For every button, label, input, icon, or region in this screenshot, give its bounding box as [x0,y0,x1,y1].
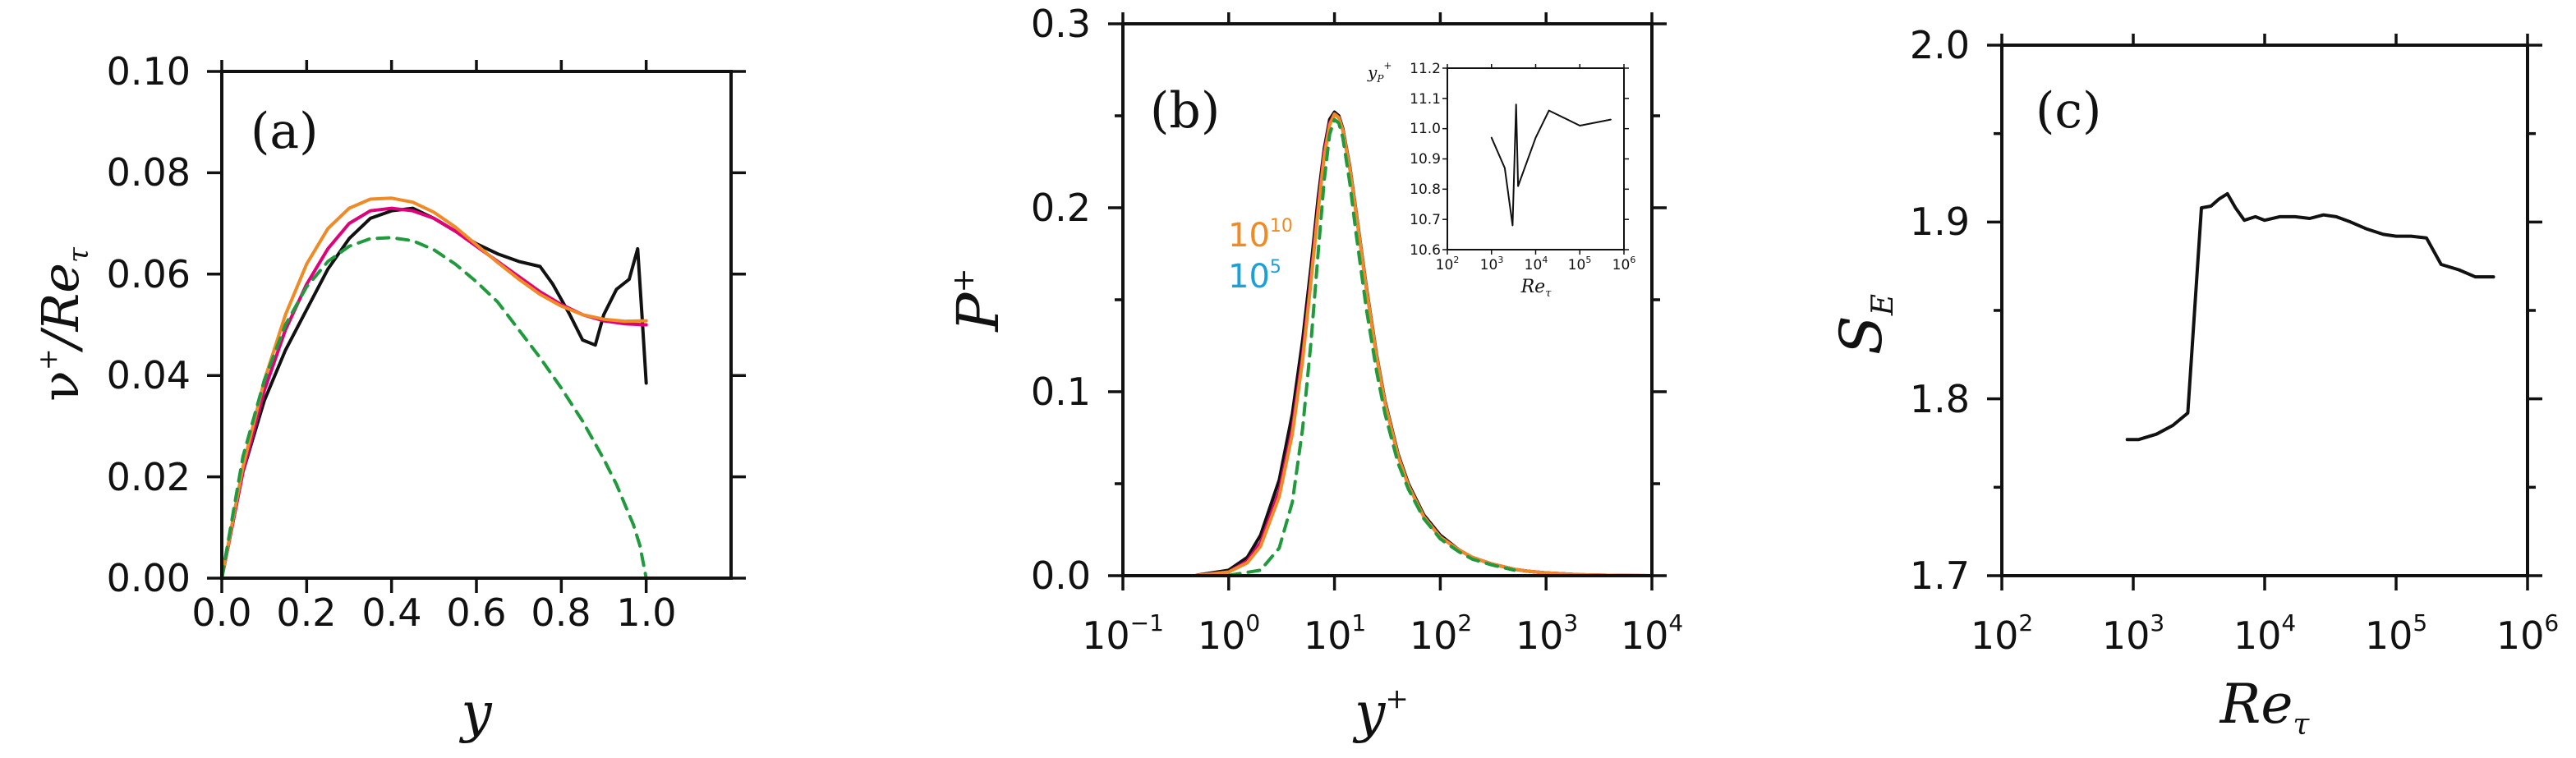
panel-b-series-green-dashed-line [1226,117,1516,577]
panel-b-x-tick-label: 100 [1198,609,1260,658]
panel-a-series-black-line [220,206,648,580]
panel-c-y-tick-labels: 1.7 1.8 1.9 2.0 [1910,23,1970,598]
panel-a-x-tick-label: 0.4 [361,590,421,635]
panel-b-inset-x-tick-label: 104 [1525,255,1548,273]
panel-c-x-tick-label: 104 [2233,609,2296,658]
panel-a-y-tick-label: 0.02 [107,455,191,499]
panel-a-y-tick-label: 0.04 [107,353,191,397]
panel-a-series-group [220,196,648,580]
panel-b-x-tick-label: 10−1 [1082,609,1164,658]
panel-b-inset-x-tick-label: 105 [1568,255,1592,273]
panel-b-x-tick-label: 101 [1304,609,1366,658]
panel-b-inset-x-tick-label: 106 [1612,255,1636,273]
panel-a-y-tick-label: 0.10 [107,49,191,94]
panel-c-series-SE-line [2125,191,2496,442]
panel-b-inset-x-label: Reτ [1520,277,1552,300]
panel-c-y-tick-label: 1.7 [1910,554,1970,598]
panel-b-ticks [1108,12,1667,590]
panel-c-x-tick-label: 105 [2365,609,2427,658]
panel-b-inset-series-yP-line [1490,103,1612,227]
panel-b-inset-y-tick-label: 11.1 [1410,91,1441,108]
panel-b-y-tick-label: 0.0 [1031,554,1091,598]
panel-a-x-tick-label: 0.8 [531,590,591,635]
panel-a-x-label: y [458,681,492,744]
panel-b-series-group [1195,110,1654,577]
panel-a-tag: (a) [251,103,319,160]
panel-c-chart: 102 103 104 105 106 1.7 1.8 1.9 2.0 (c) … [1828,23,2559,742]
panel-c-x-label: Reτ [2220,673,2311,742]
panel-a-y-tick-labels: 0.00 0.02 0.04 0.06 0.08 0.10 [107,49,191,600]
panel-b-annotation-1e10: 1010 [1228,216,1293,255]
panel-b-inset-y-tick-label: 11.0 [1410,121,1441,137]
panel-b-x-tick-labels: 10−1 100 101 102 103 104 [1082,609,1683,658]
panel-b-inset-y-tick-label: 10.8 [1410,181,1441,198]
panel-b-inset-y-tick-label: 10.9 [1410,151,1441,168]
panel-b-y-label: P+ [945,268,1012,333]
panel-b-series-orange-line [1195,112,1654,577]
panel-a-y-label-main: ν [30,370,90,402]
panel-b-tag: (b) [1150,82,1220,140]
panel-b-y-tick-labels: 0.0 0.1 0.2 0.3 [1031,2,1091,598]
panel-a-y-tick-label: 0.08 [107,150,191,195]
panel-c-y-label: SE [1828,294,1900,355]
panel-b-inset-y-tick-label: 10.7 [1410,212,1441,228]
panel-a-x-tick-label: 1.0 [616,590,676,635]
panel-a-x-tick-label: 0.0 [191,590,251,635]
panel-a-series-orange-line [220,196,648,580]
panel-b-inset-x-tick-label: 102 [1436,255,1460,273]
panel-a-y-label: ν+/Reτ [30,246,95,402]
panel-b-x-label: y+ [1352,681,1409,744]
panel-b-inset-chart: 10.6 10.7 10.8 10.9 11.0 11.1 11.2 102 1… [1367,60,1635,300]
panel-a-chart: 0.0 0.2 0.4 0.6 0.8 1.0 0.00 0.02 0.04 0… [30,49,746,744]
panel-b-y-tick-label: 0.3 [1031,2,1091,46]
panel-c-y-tick-label: 1.8 [1910,377,1970,421]
panel-c-x-tick-label: 106 [2496,609,2559,658]
panel-b-inset-y-tick-label: 10.6 [1410,242,1441,259]
panel-a-y-label-sub: τ [62,246,95,263]
panel-b-inset-y-label: yP+ [1367,60,1392,85]
panel-b-inset-x-tick-label: 103 [1480,255,1504,273]
panel-c-ticks [1987,34,2542,590]
panel-a-y-tick-label: 0.00 [107,556,191,600]
panel-c-series-group [2125,191,2496,442]
panel-c-y-tick-label: 1.9 [1910,200,1970,244]
panel-a-series-magenta-line [220,206,648,580]
panel-a-y-tick-label: 0.06 [107,252,191,296]
panel-b-x-tick-label: 103 [1516,609,1578,658]
panel-a-y-label-denom: /Re [30,263,90,352]
panel-b-inset-background [1447,68,1624,250]
panel-b-x-tick-label: 102 [1410,609,1472,658]
panel-b-y-tick-label: 0.1 [1031,370,1091,414]
panel-a-y-label-sup: + [32,348,63,370]
panel-c-tag: (c) [2036,82,2101,140]
panel-b-inset-y-tick-labels: 10.6 10.7 10.8 10.9 11.0 11.1 11.2 [1410,61,1441,259]
panel-b-y-tick-label: 0.2 [1031,186,1091,230]
panel-c-x-tick-labels: 102 103 104 105 106 [1971,609,2559,658]
panel-b-inset-y-tick-label: 11.2 [1410,61,1441,77]
panel-a-ticks [207,60,746,593]
panel-b-annotation-1e5: 105 [1228,257,1281,296]
panel-c-x-tick-label: 102 [1971,609,2033,658]
panel-a-x-tick-label: 0.2 [276,590,336,635]
panel-a-x-tick-label: 0.6 [446,590,506,635]
panel-b-inset-ticks [1442,64,1629,255]
panel-a-x-tick-labels: 0.0 0.2 0.4 0.6 0.8 1.0 [191,590,676,635]
panel-b-inset-series-group [1490,103,1612,227]
panel-a-series-green-dashed-line [220,236,648,580]
panel-b-chart: 10−1 100 101 102 103 104 0.0 0.1 0.2 0.3… [945,2,1683,744]
panel-b-inset-x-tick-labels: 102 103 104 105 106 [1436,255,1636,273]
panel-c-y-tick-label: 2.0 [1910,23,1970,67]
panel-b-x-tick-label: 104 [1621,609,1683,658]
panel-c-x-tick-label: 103 [2102,609,2164,658]
